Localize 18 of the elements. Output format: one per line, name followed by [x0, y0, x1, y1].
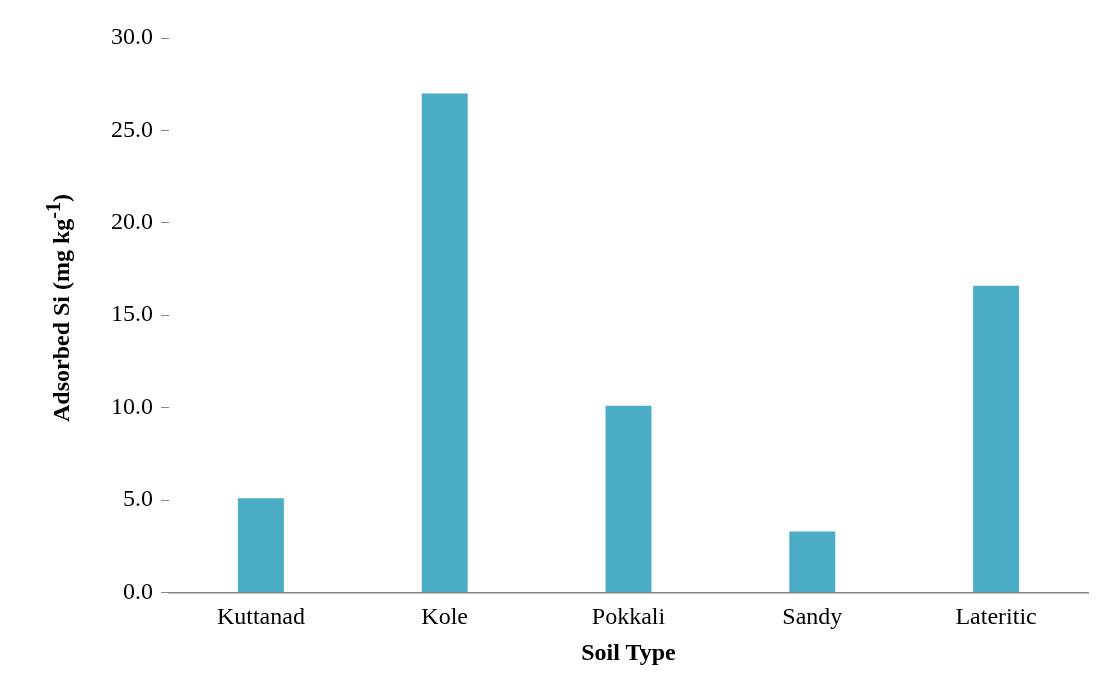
- y-tick-label: 5.0: [123, 485, 153, 512]
- y-tick-label: 0.0: [123, 577, 153, 604]
- x-tick-label: Kole: [421, 603, 469, 630]
- x-axis-title: Soil Type: [581, 638, 677, 665]
- y-tick-label: 10.0: [111, 392, 153, 419]
- x-tick-label: Lateritic: [955, 603, 1037, 630]
- y-tick-label: 25.0: [111, 115, 153, 142]
- bar: [973, 285, 1020, 592]
- bar: [605, 405, 652, 592]
- y-tick-label: 30.0: [111, 23, 153, 50]
- x-tick-label: Kuttanad: [216, 603, 305, 630]
- y-tick-label: 20.0: [111, 208, 153, 235]
- bar: [237, 498, 284, 592]
- x-tick-label: Sandy: [782, 603, 843, 630]
- bar: [789, 531, 836, 592]
- y-tick-label: 15.0: [111, 300, 153, 327]
- bar: [421, 93, 468, 592]
- x-tick-label: Pokkali: [591, 603, 666, 630]
